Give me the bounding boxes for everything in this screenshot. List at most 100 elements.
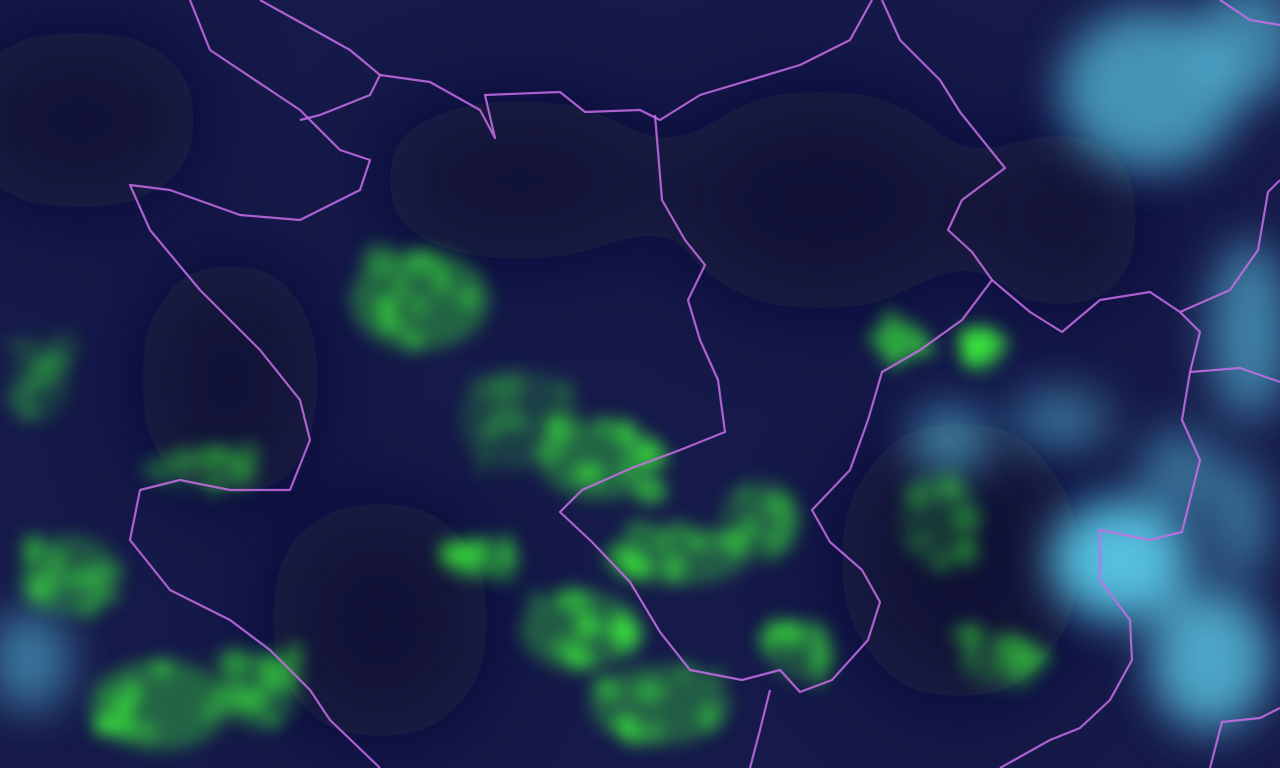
vegetation [467, 374, 500, 400]
vegetation [3, 390, 28, 408]
vegetation [22, 533, 44, 565]
border-line [128, 0, 381, 768]
vegetation [687, 535, 708, 550]
vegetation [557, 378, 574, 402]
vegetation [101, 687, 119, 708]
vegetation [596, 416, 616, 436]
vegetation [934, 553, 947, 575]
vegetation [737, 486, 753, 505]
vegetation [239, 440, 262, 464]
vegetation [575, 609, 591, 640]
vegetation [411, 297, 427, 314]
vegetation [950, 506, 983, 530]
vegetation [40, 374, 59, 392]
vegetation [19, 382, 35, 395]
vegetation [765, 618, 792, 638]
cloud [1050, 500, 1190, 620]
vegetation [677, 662, 696, 678]
vegetation [361, 243, 397, 276]
cloud [1060, 10, 1240, 170]
vegetation [922, 522, 935, 553]
dark-patch [670, 90, 970, 310]
vegetation [886, 336, 903, 365]
vegetation [624, 521, 652, 535]
vegetation [404, 250, 438, 274]
vegetation [138, 722, 155, 742]
vegetation [614, 636, 628, 656]
vegetation [637, 566, 654, 580]
vegetation [770, 510, 802, 531]
vegetation [404, 330, 422, 352]
vegetation [394, 271, 409, 302]
vegetation [759, 491, 794, 517]
vegetation [4, 338, 36, 352]
vegetation [48, 546, 65, 578]
vegetation [620, 462, 636, 480]
cloud [1210, 460, 1270, 580]
vegetation [760, 526, 790, 553]
vegetation [288, 659, 302, 687]
dark-patch [140, 260, 320, 500]
vegetation [619, 547, 642, 560]
vegetation [287, 642, 302, 667]
cloud [910, 405, 990, 475]
border-line [1219, 0, 1280, 27]
vegetation [698, 703, 720, 731]
border-line [379, 0, 873, 140]
vegetation [376, 296, 397, 312]
vegetation [439, 540, 462, 566]
vegetation [647, 720, 663, 743]
vegetation [903, 536, 925, 549]
vegetation [526, 589, 544, 608]
border-lines-layer [128, 0, 1280, 768]
border-line [748, 689, 772, 768]
vegetation [810, 665, 826, 688]
vegetation [459, 285, 478, 310]
dark-patch [0, 30, 200, 210]
vegetation [498, 372, 525, 398]
vegetation [208, 473, 223, 499]
vegetation [963, 620, 980, 648]
vegetation [259, 669, 293, 696]
vegetation [949, 541, 981, 569]
vegetation [986, 651, 1020, 674]
vegetation [459, 551, 474, 577]
dark-patch [270, 500, 490, 740]
vegetation [663, 552, 684, 584]
dark-patch [380, 100, 660, 260]
vegetation [148, 457, 176, 481]
vegetation [608, 683, 623, 702]
vegetation [633, 680, 665, 703]
vegetation [932, 483, 968, 501]
vegetation [205, 445, 236, 468]
vegetation [611, 717, 640, 734]
vegetation [961, 340, 981, 369]
vegetation [34, 352, 71, 375]
border-line [1189, 366, 1280, 384]
vegetation [882, 316, 907, 334]
vegetation [234, 460, 248, 475]
vegetation [202, 702, 217, 719]
vegetation [625, 628, 641, 655]
vegetation [912, 336, 931, 353]
vegetation [173, 447, 194, 471]
cloud [0, 610, 70, 710]
border-line [1179, 179, 1280, 314]
cloud [1010, 390, 1110, 450]
vegetation [714, 530, 749, 551]
vegetation [473, 546, 486, 571]
vegetation [552, 637, 584, 660]
vegetation [555, 587, 592, 611]
vegetation [634, 477, 667, 505]
border-line [259, 0, 382, 122]
vegetation [91, 560, 125, 582]
vegetation [474, 448, 489, 477]
vegetation [217, 648, 250, 677]
cloud [1200, 0, 1280, 100]
vegetation [492, 553, 518, 585]
vegetation [123, 679, 141, 706]
cloud [1150, 590, 1270, 730]
dark-patch [980, 130, 1140, 310]
border-line [558, 0, 1007, 694]
